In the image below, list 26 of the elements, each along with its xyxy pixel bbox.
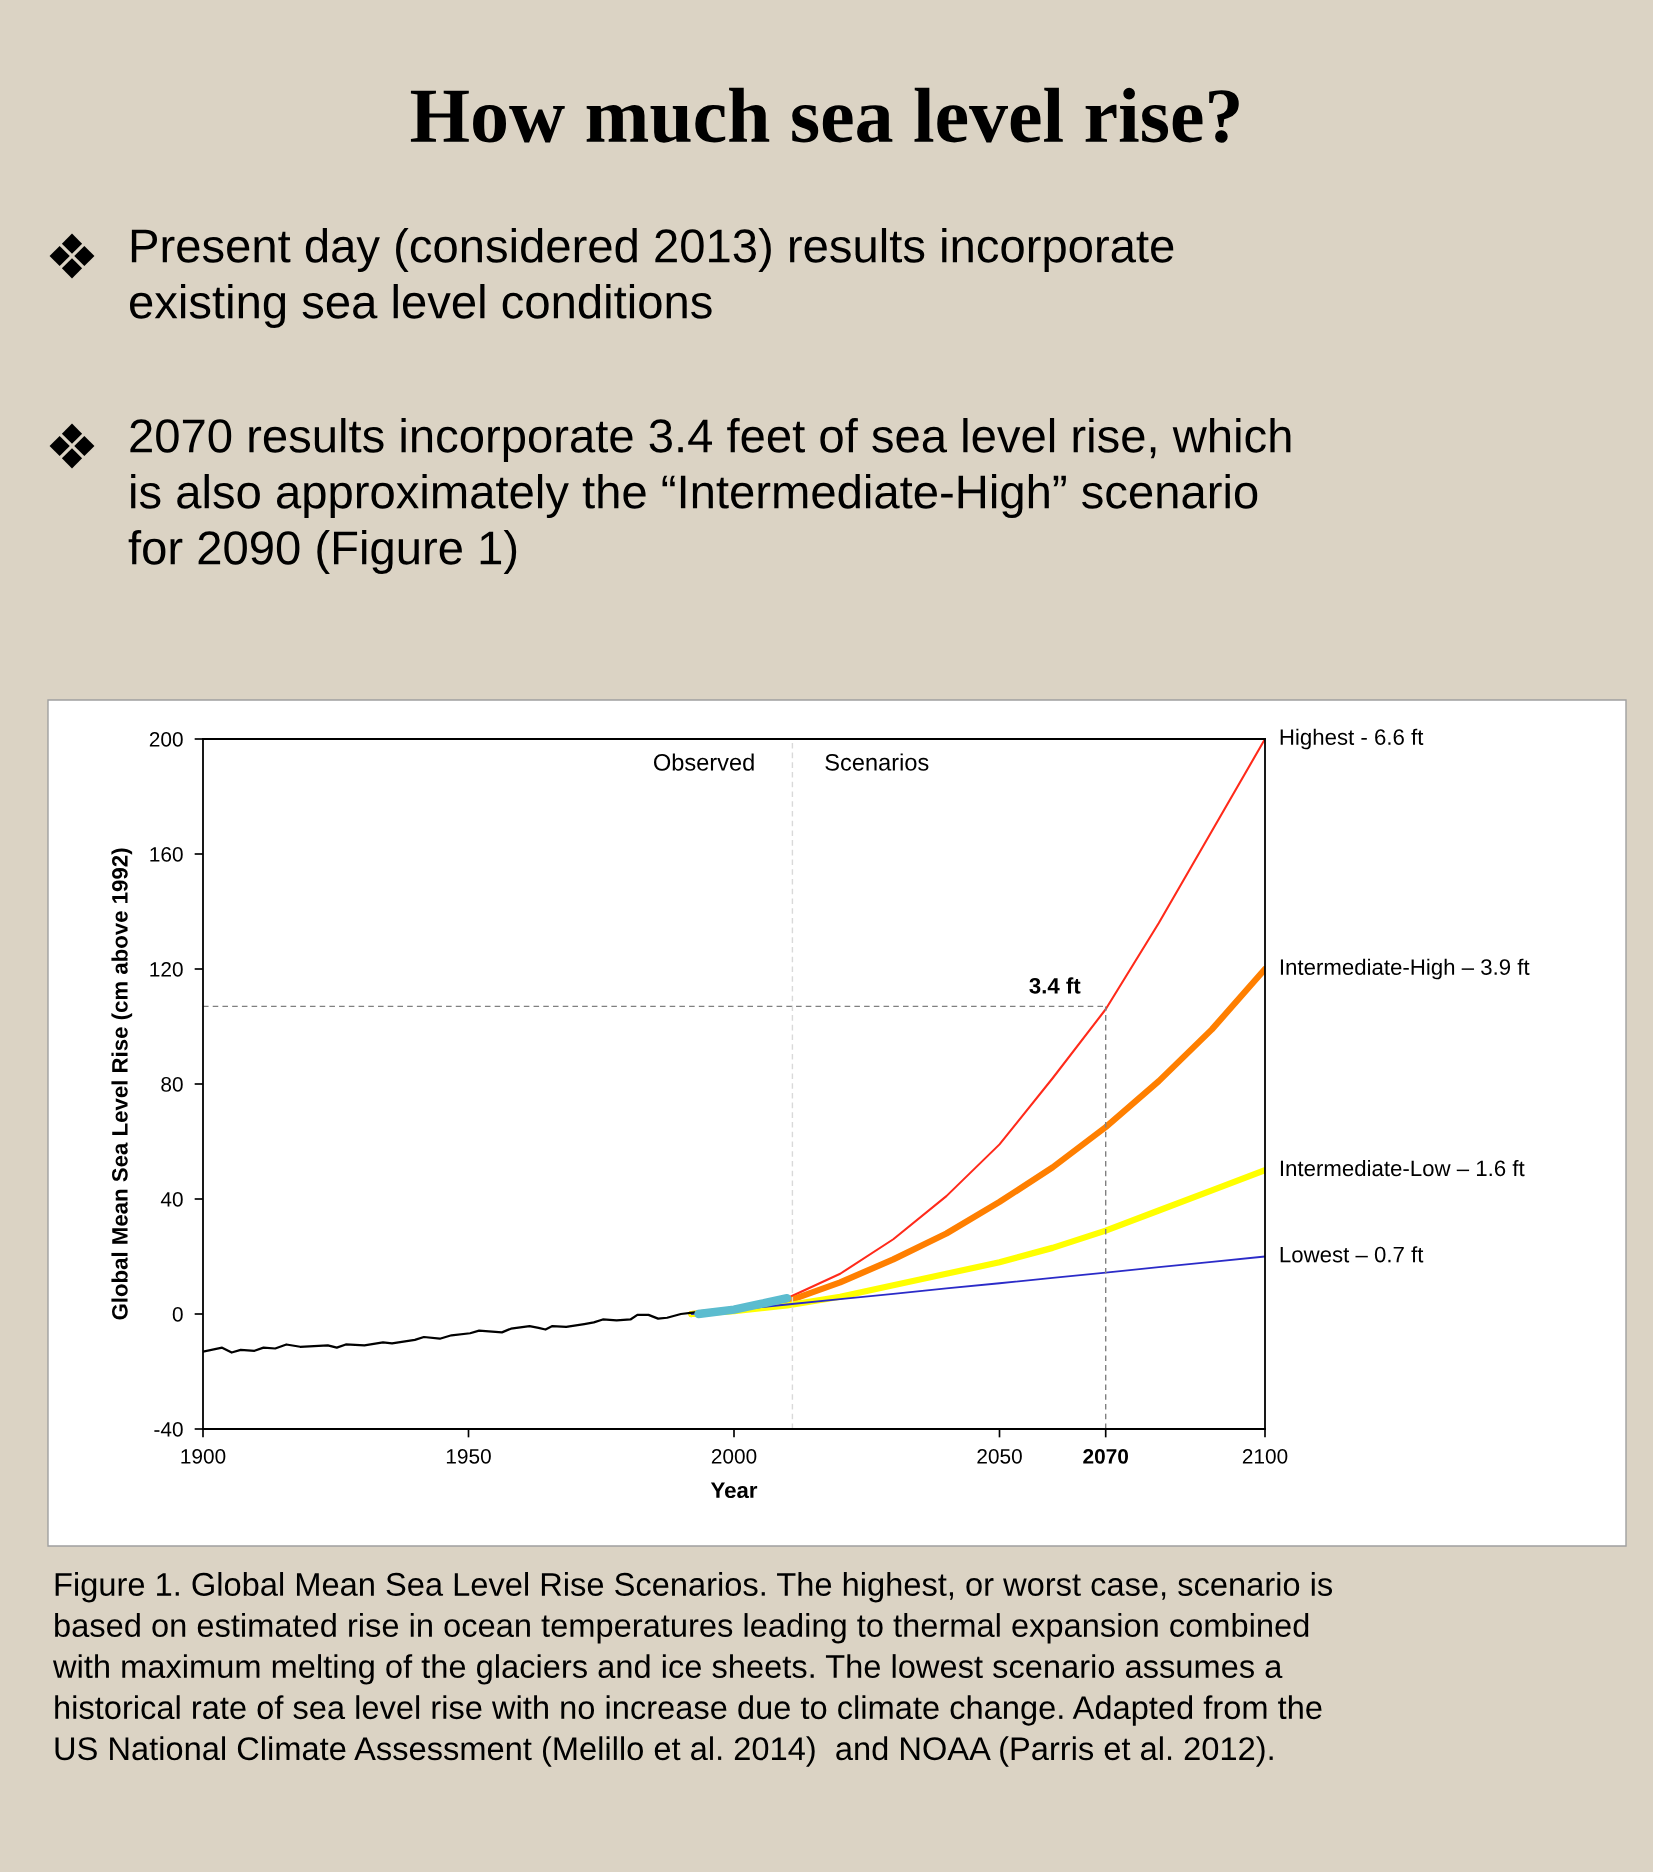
y-tick-label: 120 — [150, 962, 183, 977]
x-axis-title: Year — [710, 1482, 758, 1499]
annotation: Scenarios — [825, 753, 929, 771]
x-tick-label: 2050 — [977, 1448, 1022, 1464]
text: Present day (considered 2013) results incorporate existing sea level conditions — [130, 228, 1174, 329]
ref-line-label: 3.4 ft — [1029, 977, 1081, 994]
y-tick-label: 160 — [150, 847, 183, 862]
x-tick-label: 2070 — [1083, 1448, 1129, 1464]
y-axis-title: Global Mean Sea Level Rise (cm above 1992) — [111, 848, 133, 1320]
x-tick-label: 1950 — [446, 1448, 491, 1464]
y-tick-label: 80 — [161, 1077, 183, 1092]
y-tick-label: 0 — [172, 1307, 183, 1322]
y-tick-label: 40 — [160, 1192, 183, 1207]
chart-title: How much sea level rise? — [410, 87, 1239, 143]
series-label: Highest - 6.6 ft — [1280, 728, 1424, 750]
series-label: Intermediate-High – 3.9 ft — [1280, 958, 1530, 980]
annotation: Observed — [654, 753, 754, 771]
x-tick-label: 1900 — [181, 1448, 226, 1464]
x-tick-label: 2000 — [711, 1448, 757, 1464]
y-tick-label: 200 — [149, 732, 183, 747]
series-label: Lowest – 0.7 ft — [1280, 1246, 1424, 1263]
y-tick-label: -40 — [154, 1422, 183, 1437]
series-label: Intermediate-Low – 1.6 ft — [1280, 1159, 1525, 1177]
text: 2070 results incorporate 3.4 feet of sea level rise, which is also approximately the “Intermediate-High” scenario for 2090 (Figure 1) — [128, 418, 1291, 575]
x-tick-label: 2100 — [1242, 1448, 1288, 1464]
caption: Figure 1. Global Mean Sea Level Rise Scenarios. The highest, or worst case, scenario is based on estimated rise in ocean temperatures leading to thermal expansion combined with maximum melting of the glaciers and ice sheets. The lowest scenario assumes a historical rate of sea level rise with no increase due to climate change. Adapted from the US National Climate Assessment (Melillo et al. 2014) and NOAA (Parris et al. 2012). — [52, 1572, 1333, 1767]
